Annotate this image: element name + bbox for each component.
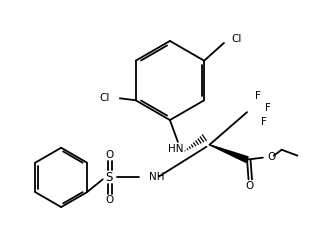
Text: F: F — [265, 103, 271, 113]
Text: F: F — [261, 117, 267, 127]
Text: S: S — [105, 171, 112, 184]
Text: Cl: Cl — [232, 34, 242, 44]
Polygon shape — [210, 145, 248, 162]
Text: F: F — [255, 91, 261, 101]
Text: Cl: Cl — [99, 93, 110, 103]
Text: O: O — [106, 150, 114, 160]
Text: HN: HN — [168, 144, 184, 154]
Text: NH: NH — [149, 172, 165, 182]
Text: O: O — [268, 152, 276, 162]
Text: O: O — [245, 181, 254, 191]
Text: O: O — [106, 195, 114, 205]
